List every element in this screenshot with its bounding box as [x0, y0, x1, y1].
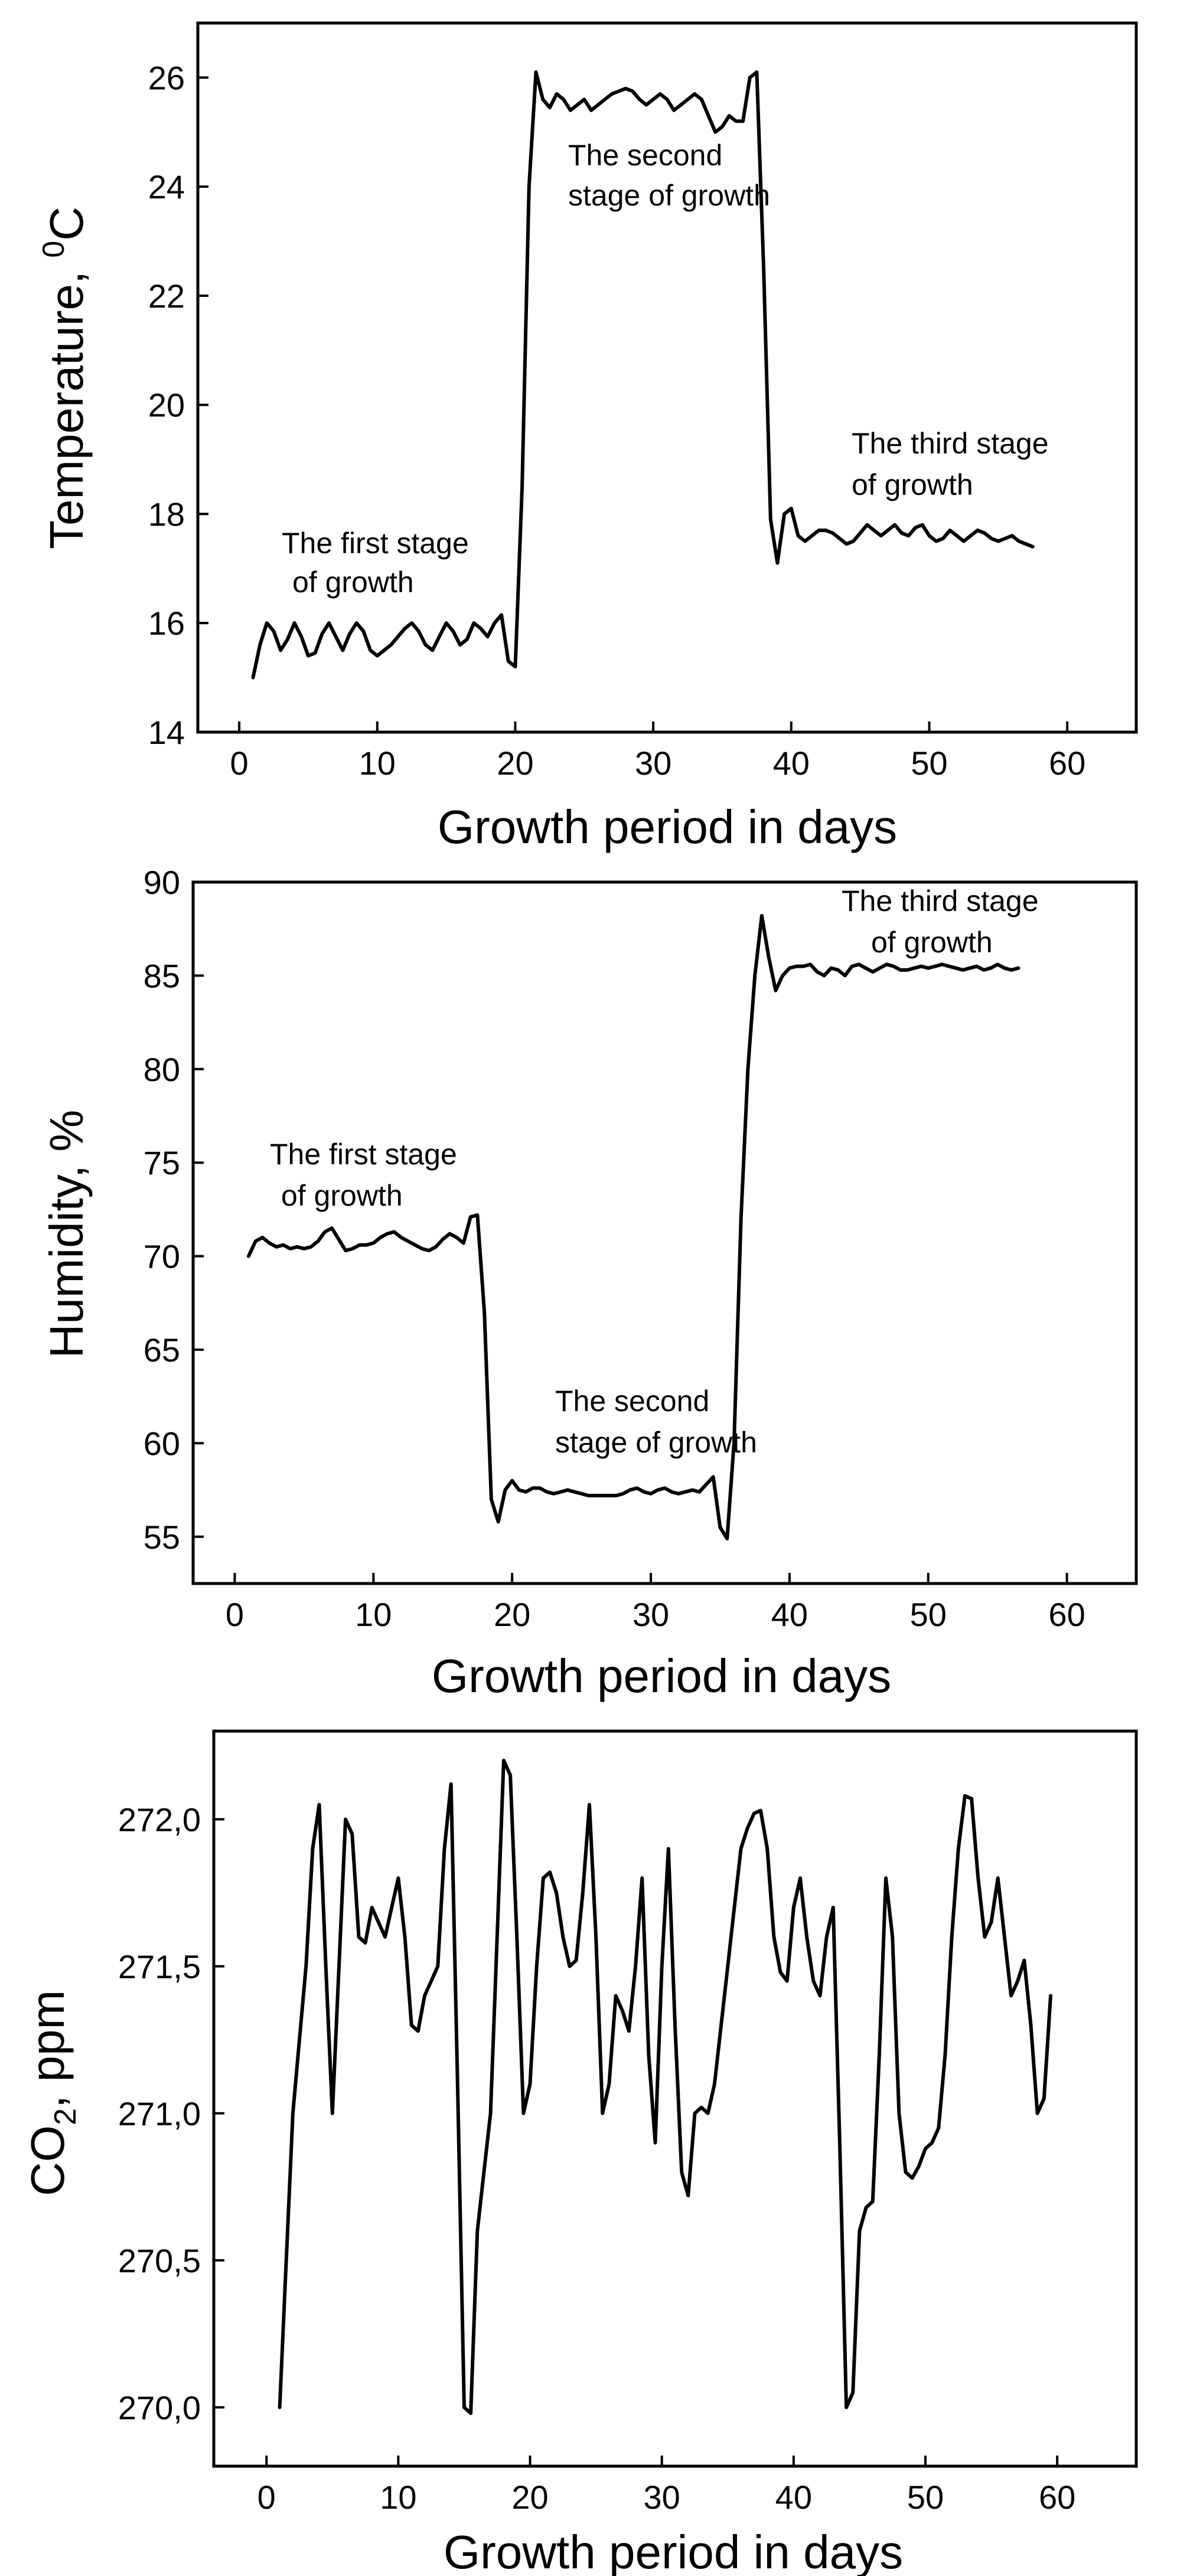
temperature-annotation-first-line2: of growth [292, 566, 414, 599]
temperature-y-axis-label: Temperature, 0C [37, 207, 93, 549]
co2-x-tick-label: 40 [775, 2479, 812, 2516]
humidity-y-axis-label: Humidity, % [40, 1110, 93, 1359]
co2-x-tick-label: 50 [907, 2479, 944, 2516]
temperature-annotation-second-line2: stage of growth [568, 179, 770, 212]
temperature-x-tick-label: 50 [911, 745, 947, 782]
temperature-x-tick-label: 30 [635, 745, 671, 782]
humidity-y-tick-label: 65 [144, 1331, 180, 1369]
temperature-annotation-first-line1: The first stage [282, 527, 469, 560]
humidity-y-tick-label: 85 [144, 957, 180, 994]
co2-x-tick-label: 30 [644, 2479, 680, 2516]
humidity-y-tick-label: 55 [144, 1519, 180, 1556]
temperature-y-tick-label: 18 [148, 495, 185, 533]
humidity-annotation-first-line2: of growth [281, 1179, 403, 1212]
co2-x-axis-label: Growth period in days [444, 2526, 903, 2576]
co2-line [278, 1758, 1052, 2415]
temperature-y-tick-label: 14 [148, 714, 185, 751]
co2-y-tick-label: 271,5 [118, 1948, 201, 1985]
co2-chart: 0 10 20 30 40 50 60 270,0 270,5 271,0 271,5 272,0 G… [21, 1729, 1138, 2576]
temperature-x-tick-label: 0 [230, 745, 249, 782]
humidity-annotation-first-line1: The first stage [270, 1138, 457, 1171]
humidity-x-tick-label: 30 [633, 1596, 669, 1633]
co2-y-tick-label: 271,0 [118, 2095, 201, 2132]
temperature-x-tick-label: 40 [773, 745, 810, 782]
humidity-x-tick-label: 0 [226, 1596, 244, 1633]
temperature-x-axis-label: Growth period in days [438, 801, 897, 853]
temperature-x-tick-label: 10 [359, 745, 396, 782]
humidity-annotation-second-line2: stage of growth [555, 1426, 757, 1459]
humidity-annotation-third-line2: of growth [871, 926, 993, 959]
humidity-annotation-second-line1: The second [555, 1385, 709, 1418]
temperature-x-tick-label: 20 [497, 745, 533, 782]
humidity-x-tick-label: 40 [771, 1596, 808, 1633]
temperature-annotation-second-line1: The second [568, 139, 722, 172]
humidity-x-tick-label: 20 [494, 1596, 530, 1633]
humidity-y-tick-label: 75 [144, 1144, 180, 1181]
humidity-x-axis-label: Growth period in days [432, 1650, 891, 1702]
co2-x-tick-label: 0 [257, 2479, 276, 2516]
humidity-annotation-third-line1: The third stage [842, 884, 1039, 918]
co2-y-tick-label: 270,0 [118, 2389, 201, 2426]
humidity-y-tick-label: 90 [144, 864, 180, 901]
co2-x-tick-label: 20 [511, 2479, 548, 2516]
co2-y-tick-label: 272,0 [118, 1801, 201, 1838]
temperature-y-tick-label: 22 [148, 277, 185, 315]
temperature-y-tick-label: 24 [148, 168, 185, 205]
co2-plot-frame [212, 1729, 1138, 2468]
temperature-chart: 0 10 20 30 40 50 60 14 16 18 20 22 24 26 The first st… [37, 21, 1138, 853]
humidity-x-tick-label: 50 [910, 1596, 947, 1633]
humidity-line [246, 914, 1021, 1540]
humidity-x-tick-label: 10 [355, 1596, 392, 1633]
co2-y-axis-label: CO2, ppm [21, 1990, 83, 2196]
humidity-y-tick-label: 60 [144, 1425, 180, 1462]
co2-x-tick-label: 60 [1039, 2479, 1075, 2516]
co2-y-tick-label: 270,5 [118, 2242, 201, 2279]
temperature-annotation-third-line2: of growth [852, 468, 973, 501]
humidity-plot-frame [191, 880, 1138, 1585]
humidity-x-tick-label: 60 [1048, 1596, 1085, 1633]
temperature-y-tick-label: 16 [148, 605, 185, 642]
temperature-plot-frame [196, 21, 1138, 734]
temperature-y-tick-label: 20 [148, 387, 185, 424]
co2-x-tick-label: 10 [380, 2479, 416, 2516]
temperature-y-tick-label: 26 [148, 59, 185, 96]
humidity-chart: 0 10 20 30 40 50 60 55 60 65 70 75 80 85 90 The first … [40, 864, 1138, 1702]
humidity-y-tick-label: 80 [144, 1051, 180, 1088]
temperature-annotation-third-line1: The third stage [852, 427, 1049, 460]
humidity-y-tick-label: 70 [144, 1238, 180, 1275]
temperature-x-tick-label: 60 [1049, 745, 1085, 782]
temperature-line [251, 70, 1035, 680]
